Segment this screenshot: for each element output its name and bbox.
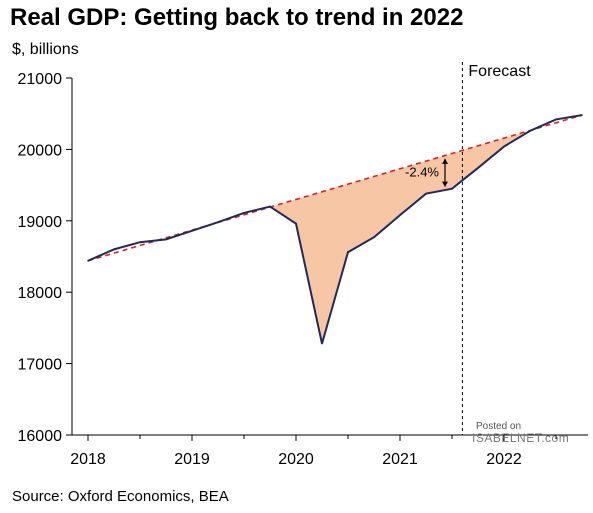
line-point [321, 342, 323, 345]
x-tick-label: 2022 [486, 451, 522, 468]
line-point [269, 205, 271, 208]
line-point [87, 259, 89, 262]
line-point [529, 130, 531, 132]
trend-line [87, 114, 583, 262]
y-tick-label: 18000 [18, 285, 63, 302]
line-point [477, 167, 479, 169]
watermark: Posted on ISABELNET.com [472, 421, 569, 445]
watermark-line2: ISABELNET.com [472, 431, 569, 445]
line-point [399, 214, 401, 216]
y-tick-label: 16000 [18, 428, 63, 445]
line-point [451, 187, 453, 190]
line-point [555, 118, 557, 121]
x-tick-label: 2021 [382, 451, 418, 468]
y-tick-label: 17000 [18, 357, 63, 374]
chart-title: Real GDP: Getting back to trend in 2022 [10, 4, 464, 31]
x-tick-label: 2019 [174, 451, 210, 468]
gap-arrow-head-up [442, 158, 448, 164]
y-axis-unit-label: $, billions [12, 41, 79, 58]
watermark-line1: Posted on [476, 421, 521, 432]
line-point [217, 221, 219, 224]
line-point [347, 251, 349, 254]
line-point [139, 241, 141, 244]
line-point [425, 192, 427, 195]
source-note: Source: Oxford Economics, BEA [12, 488, 229, 505]
line-points [87, 114, 583, 345]
x-tick-label: 2020 [278, 451, 314, 468]
gap-annotation: -2.4% [405, 158, 448, 187]
axes: 16000 17000 18000 19000 20000 21000 2018 2019 20… [18, 71, 588, 468]
actual-gdp-line [87, 114, 583, 344]
forecast-label: Forecast [468, 63, 531, 80]
x-tick-label: 2018 [70, 451, 106, 468]
line-point [113, 248, 115, 251]
y-tick-label: 20000 [18, 142, 63, 159]
y-tick-label: 21000 [18, 71, 63, 88]
line-point [503, 145, 505, 148]
gap-area [270, 130, 530, 344]
line-point [373, 236, 375, 239]
line-point [165, 238, 167, 241]
gap-arrow-head-down [442, 181, 448, 187]
y-tick-label: 19000 [18, 214, 63, 231]
line-point [295, 222, 297, 225]
line-point [581, 114, 583, 116]
gap-annotation-label: -2.4% [405, 165, 439, 180]
line-point [191, 229, 193, 232]
line-point [243, 212, 245, 214]
